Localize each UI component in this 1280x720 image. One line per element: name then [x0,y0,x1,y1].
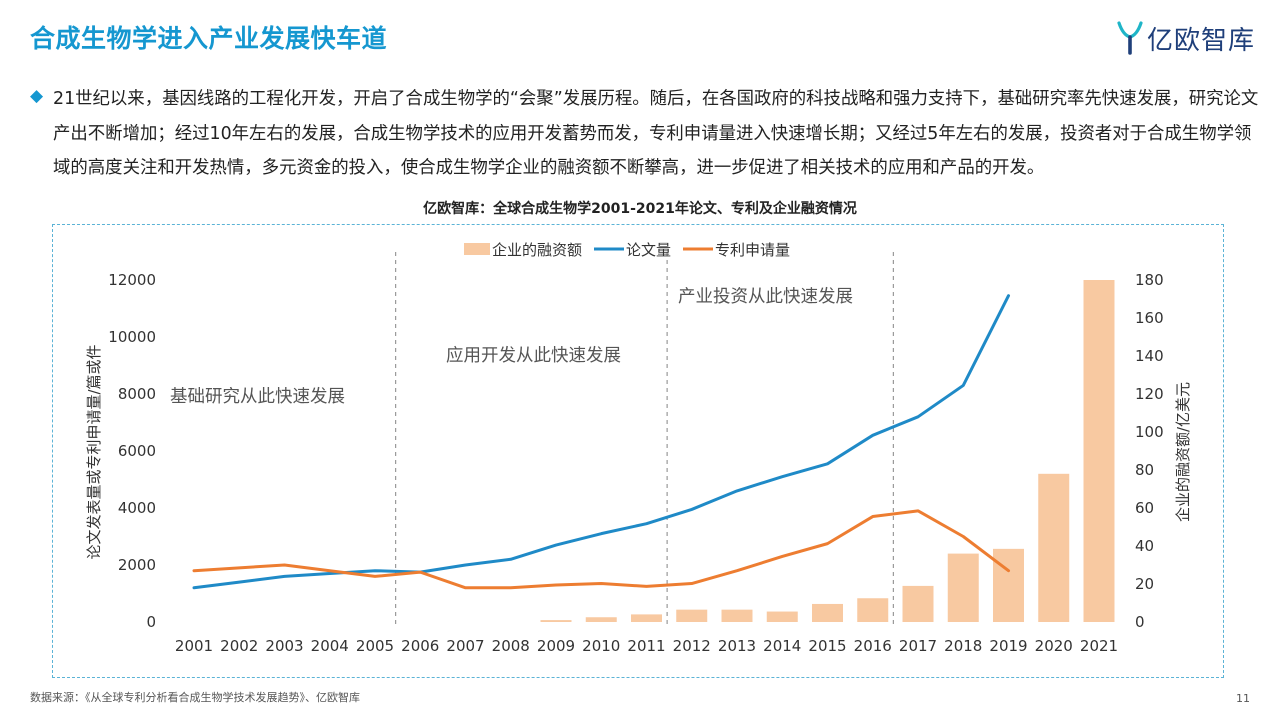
phase-annotation: 基础研究从此快速发展 [170,387,345,407]
legend-label: 专利申请量 [715,241,790,259]
phase-annotation: 应用开发从此快速发展 [446,346,621,366]
papers-line [192,294,1010,590]
x-tick-label: 2014 [763,637,801,655]
brand-logo: 亿欧智库 [1117,18,1255,58]
y-right-tick-label: 140 [1135,347,1164,365]
funding-bar [631,614,662,622]
y-right-tick-label: 160 [1135,309,1164,327]
x-tick-label: 2009 [537,637,575,655]
x-tick-label: 2001 [175,637,213,655]
y-right-tick-label: 40 [1135,537,1154,555]
funding-bar [676,609,708,622]
brand-name: 亿欧智库 [1147,25,1256,56]
y-left-tick-label: 6000 [118,442,156,460]
x-tick-label: 2006 [401,637,439,655]
y-right-tick-label: 100 [1135,423,1164,441]
funding-bar [993,548,1024,622]
y-left-tick-label: 4000 [118,499,156,517]
x-tick-label: 2005 [356,637,394,655]
page-number: 11 [1236,692,1250,705]
funding-bar [947,553,979,622]
x-tick-label: 2013 [718,637,756,655]
x-tick-label: 2021 [1080,637,1118,655]
x-tick-label: 2018 [944,637,982,655]
funding-bar [766,611,798,622]
data-source: 数据来源：《从全球专利分析看合成生物学技术发展趋势》、亿欧智库 [30,691,360,704]
funding-bar [585,617,617,622]
brand-mark-icon [1117,21,1143,55]
x-tick-label: 2020 [1035,637,1073,655]
y-right-tick-label: 0 [1135,613,1145,631]
legend-swatch-funding [464,243,490,255]
y-right-tick-label: 80 [1135,461,1154,479]
y-left-tick-label: 8000 [118,385,156,403]
funding-bar [902,585,934,622]
phase-annotation: 产业投资从此快速发展 [678,287,853,307]
x-tick-label: 2003 [265,637,303,655]
funding-bar [1038,473,1070,622]
x-tick-label: 2008 [492,637,530,655]
diamond-bullet-icon: ◆ [30,86,44,106]
x-tick-label: 2007 [446,637,484,655]
patents-line [192,509,1010,590]
x-tick-label: 2019 [989,637,1027,655]
funding-bar [857,598,889,622]
x-tick-label: 2012 [673,637,711,655]
legend-label: 论文量 [626,241,671,259]
funding-bar [721,609,753,622]
x-tick-label: 2011 [627,637,665,655]
intro-text: 21世纪以来，基因线路的工程化开发，开启了合成生物学的“会聚”发展历程。随后，在… [53,89,1259,178]
funding-bar [1083,280,1115,622]
x-tick-label: 2004 [311,637,349,655]
x-tick-label: 2002 [220,637,258,655]
y-left-tick-label: 0 [146,613,156,631]
funding-bar [540,620,572,622]
y-left-tick-label: 2000 [118,556,156,574]
chart-frame [52,224,1224,678]
y-right-tick-label: 180 [1135,271,1164,289]
y-left-tick-label: 12000 [108,271,156,289]
y-right-tick-label: 20 [1135,575,1154,593]
chart-title: 亿欧智库：全球合成生物学2001-2021年论文、专利及企业融资情况 [423,201,857,217]
legend-label: 企业的融资额 [492,241,582,259]
x-tick-label: 2015 [808,637,846,655]
y-left-tick-label: 10000 [108,328,156,346]
y-left-axis-label: 论文发表量或专利申请量/篇或件 [85,344,103,559]
page-title: 合成生物学进入产业发展快车道 [30,24,388,53]
y-right-tick-label: 120 [1135,385,1164,403]
x-tick-label: 2017 [899,637,937,655]
funding-bar [812,603,843,622]
y-right-tick-label: 60 [1135,499,1154,517]
y-right-axis-label: 企业的融资额/亿美元 [1174,382,1192,522]
x-tick-label: 2010 [582,637,620,655]
intro-paragraph: ◆ 21世纪以来，基因线路的工程化开发，开启了合成生物学的“会聚”发展历程。随后… [30,82,1260,186]
x-tick-label: 2016 [854,637,892,655]
